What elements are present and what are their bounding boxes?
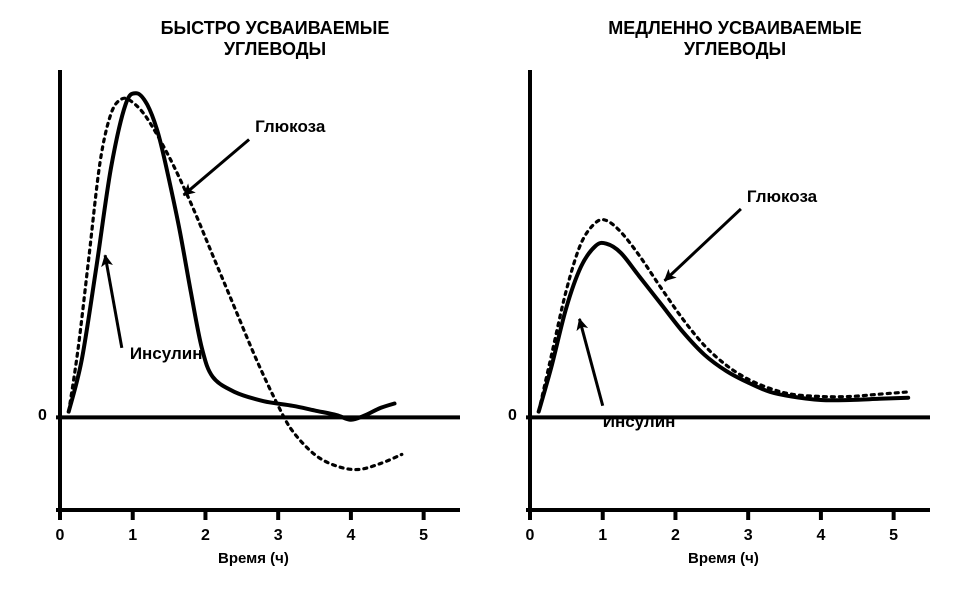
left-xtick-label: 1 [128,527,137,544]
left-insulin-label: Инсулин [130,344,203,364]
right-xtick-label: 3 [744,527,753,544]
left-insulin-arrow [105,255,122,348]
right-insulin-arrow [579,319,602,406]
left-chart-title: БЫСТРО УСВАИВАЕМЫЕ УГЛЕВОДЫ [130,18,420,59]
right-insulin-label: Инсулин [603,412,676,432]
left-zero-label: 0 [38,407,47,425]
right-xtick-label: 5 [889,527,898,544]
right-zero-label: 0 [508,407,517,425]
left-chart: 0 1 2 3 4 5 [56,70,460,544]
left-xtick-label: 0 [56,527,65,544]
left-insulin-curve [69,93,395,420]
left-xtick-label: 3 [274,527,283,544]
dual-chart-figure: { "figure": { "background_color": "#ffff… [0,0,974,601]
right-glucose-arrow [665,209,741,281]
left-glucose-curve [69,98,402,469]
right-xtick-label: 4 [816,527,825,544]
left-xlabel: Время (ч) [218,550,289,567]
left-xtick-label: 4 [346,527,355,544]
right-xtick-label: 0 [526,527,535,544]
right-xtick-label: 1 [598,527,607,544]
charts-svg: 0 1 2 3 4 5 0 1 2 3 4 5 [0,0,974,601]
right-chart: 0 1 2 3 4 5 [526,70,930,544]
right-chart-title: МЕДЛЕННО УСВАИВАЕМЫЕ УГЛЕВОДЫ [570,18,900,59]
left-glucose-arrow [184,139,249,195]
right-xtick-label: 2 [671,527,680,544]
right-glucose-label: Глюкоза [747,187,817,207]
right-insulin-curve [539,243,909,412]
left-glucose-label: Глюкоза [255,117,325,137]
left-xtick-label: 2 [201,527,210,544]
left-xtick-label: 5 [419,527,428,544]
right-xlabel: Время (ч) [688,550,759,567]
